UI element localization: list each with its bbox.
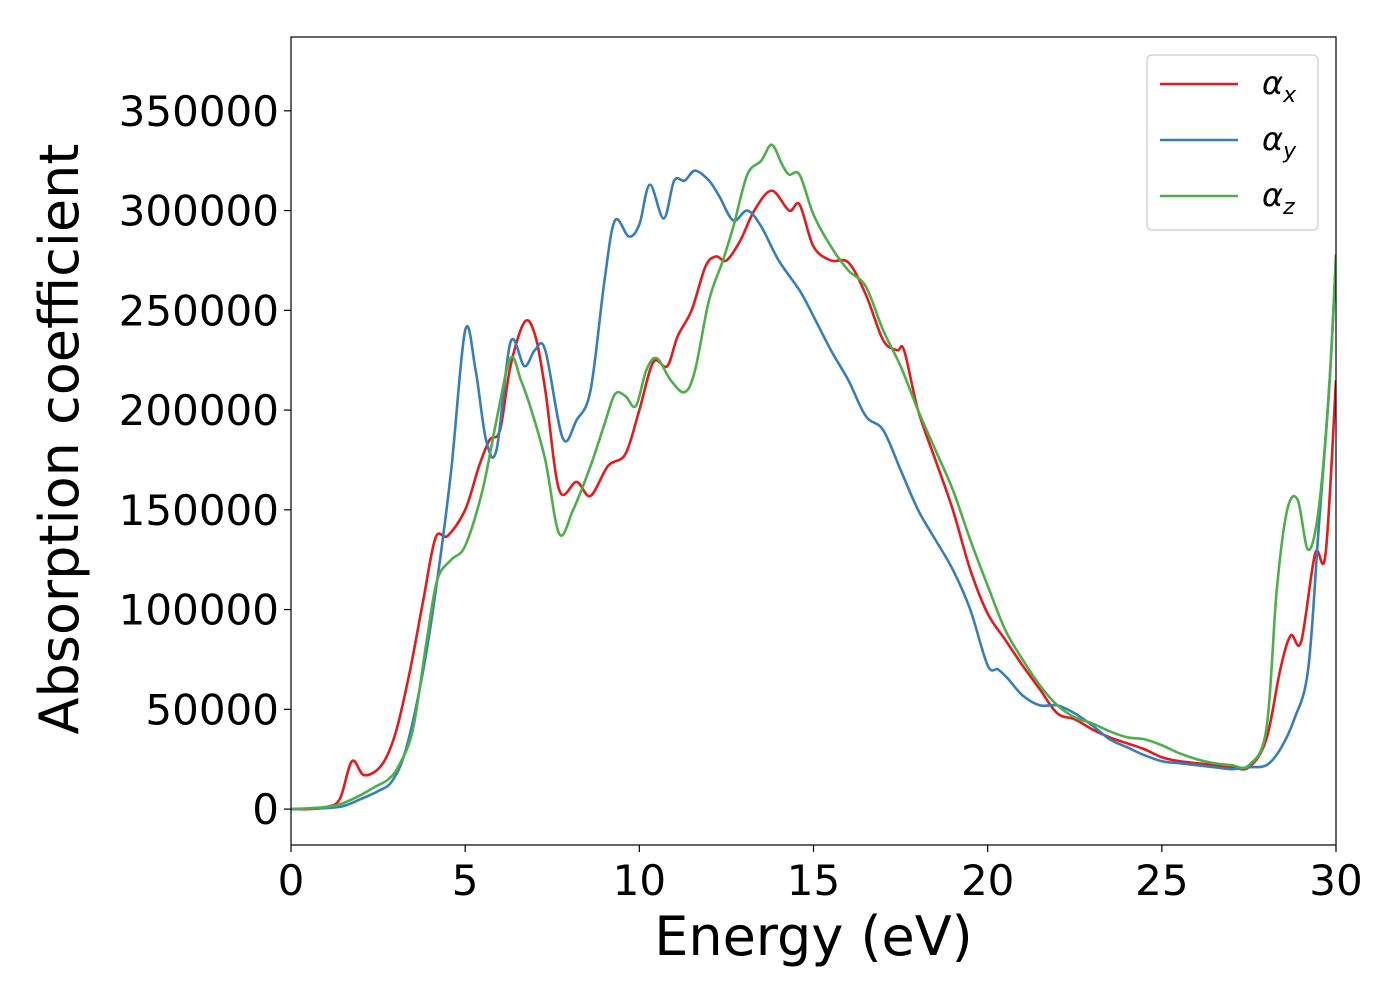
legend-box bbox=[1146, 54, 1319, 231]
x-tick-label: 5 bbox=[452, 856, 479, 905]
x-tick-label: 0 bbox=[278, 856, 305, 905]
plot-series-group bbox=[291, 143, 1336, 811]
x-axis-label: Energy (eV) bbox=[654, 905, 973, 968]
legend-label-alpha-z: αz bbox=[1262, 176, 1295, 220]
y-tick-label: 0 bbox=[252, 785, 279, 834]
y-tick-label: 150000 bbox=[119, 486, 279, 535]
y-axis-ticks: 0 50000 100000 150000 200000 250000 300000 3500… bbox=[119, 87, 291, 834]
y-tick-label: 250000 bbox=[119, 286, 279, 335]
series-line-alpha-x bbox=[291, 189, 1336, 811]
y-tick-label: 300000 bbox=[119, 187, 279, 236]
y-tick-label: 100000 bbox=[119, 586, 279, 635]
y-axis-label: Absorption coefficient bbox=[28, 144, 91, 735]
y-tick-label: 50000 bbox=[145, 685, 279, 734]
x-axis-ticks: 0 5 10 15 20 25 30 bbox=[278, 845, 1363, 905]
x-tick-label: 30 bbox=[1309, 856, 1362, 905]
series-line-alpha-z bbox=[291, 143, 1336, 811]
x-tick-label: 20 bbox=[961, 856, 1014, 905]
x-tick-label: 15 bbox=[787, 856, 840, 905]
y-tick-label: 200000 bbox=[119, 386, 279, 435]
series-line-alpha-y bbox=[291, 169, 1336, 811]
y-tick-label: 350000 bbox=[119, 87, 279, 136]
x-tick-label: 10 bbox=[613, 856, 666, 905]
x-tick-label: 25 bbox=[1135, 856, 1188, 905]
